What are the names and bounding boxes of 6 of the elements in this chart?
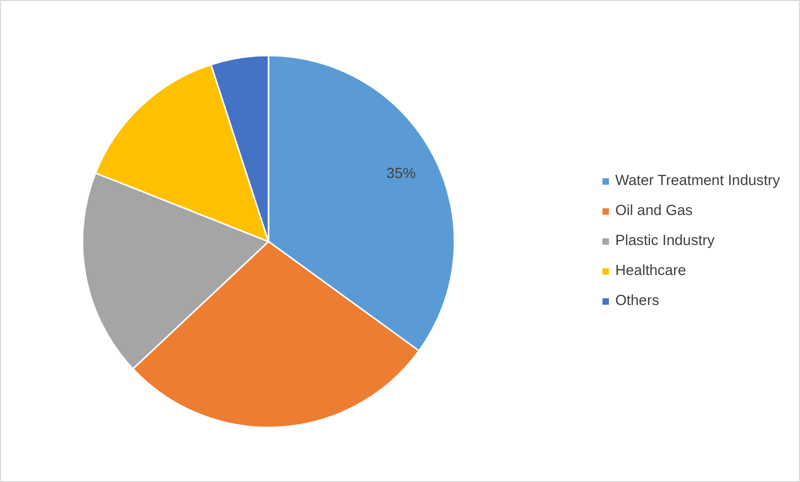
legend-label: Plastic Industry — [615, 233, 715, 249]
legend-label: Water Treatment Industry — [615, 173, 780, 189]
legend-label: Healthcare — [615, 263, 686, 279]
legend-label: Oil and Gas — [615, 203, 693, 219]
data-label: 35% — [386, 166, 416, 182]
legend-label: Others — [615, 293, 660, 309]
